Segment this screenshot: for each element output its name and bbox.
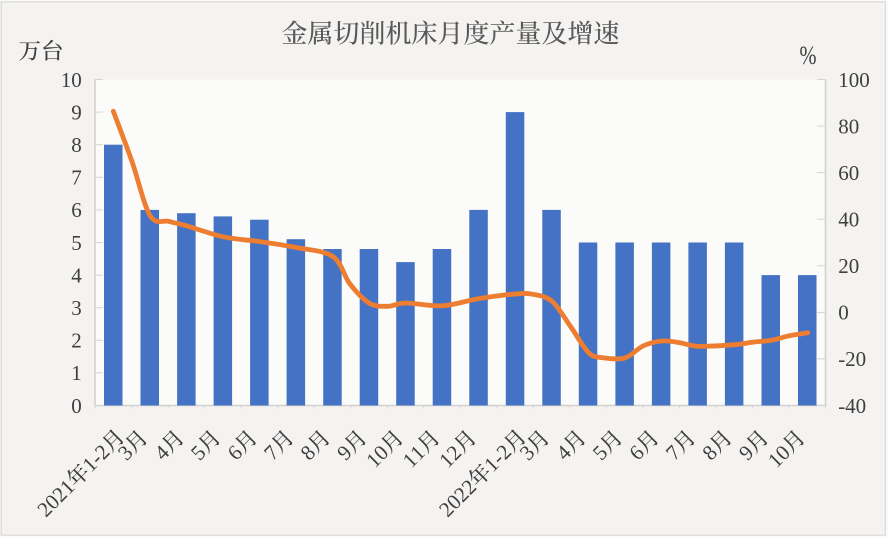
svg-text:1: 1 [71, 361, 82, 385]
svg-text:%: % [800, 42, 817, 71]
svg-text:-40: -40 [838, 394, 866, 418]
svg-text:5: 5 [71, 231, 82, 255]
svg-text:9: 9 [71, 100, 82, 124]
svg-text:0: 0 [71, 394, 82, 418]
svg-text:80: 80 [838, 114, 859, 138]
svg-text:20: 20 [838, 254, 859, 278]
svg-text:0: 0 [838, 301, 849, 325]
svg-text:2: 2 [71, 329, 82, 353]
svg-text:40: 40 [838, 207, 859, 231]
svg-text:10: 10 [61, 68, 82, 92]
svg-text:6: 6 [71, 198, 82, 222]
svg-text:3: 3 [71, 296, 82, 320]
svg-text:8: 8 [71, 133, 82, 157]
svg-text:60: 60 [838, 161, 859, 185]
svg-text:100: 100 [838, 68, 870, 92]
svg-text:7: 7 [71, 166, 82, 190]
svg-text:-20: -20 [838, 347, 866, 371]
svg-text:4: 4 [71, 263, 82, 287]
